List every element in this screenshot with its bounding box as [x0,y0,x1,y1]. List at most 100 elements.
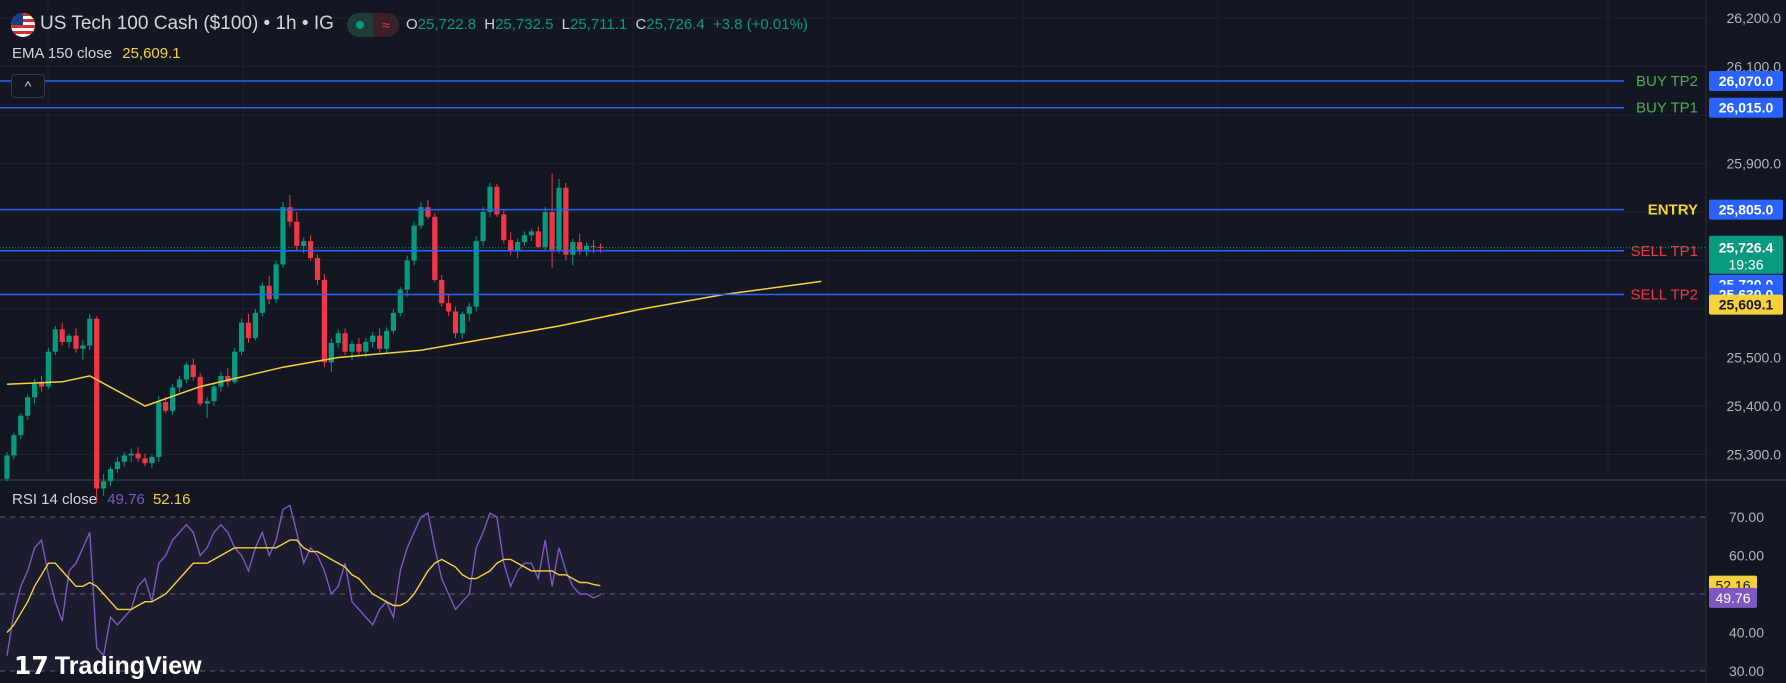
candle-body[interactable] [225,375,231,382]
candle-body[interactable] [107,469,114,482]
candle-body[interactable] [245,322,252,339]
candle-body[interactable] [459,313,465,334]
candle-body[interactable] [190,364,196,377]
candle-body[interactable] [535,231,541,247]
candle-body[interactable] [266,285,272,300]
candle-body[interactable] [314,258,321,280]
rsi-legend[interactable]: RSI 14 close 49.76 52.16 [12,491,190,508]
chevron-up-icon[interactable]: ^ [11,74,45,98]
candle-body[interactable] [301,241,307,246]
candle-body[interactable] [252,312,258,339]
candle-body[interactable] [80,345,86,349]
candle-body[interactable] [170,387,176,411]
candle-body[interactable] [176,379,183,388]
candle-body[interactable] [156,402,162,457]
candle-body[interactable] [321,279,327,363]
candle-body[interactable] [73,335,79,349]
candle-body[interactable] [294,221,300,246]
us-flag-icon [11,13,35,37]
candle-body[interactable] [501,214,507,241]
candle-body[interactable] [515,242,521,251]
candle-body[interactable] [87,318,93,346]
candle-body[interactable] [487,186,493,212]
candle-body[interactable] [363,341,369,352]
rsi-ma-line[interactable] [6,539,601,633]
ema-150-line[interactable] [6,280,822,407]
candle-body[interactable] [114,461,120,470]
candle-body[interactable] [183,364,189,380]
rsi-line[interactable] [6,504,601,658]
candle-body[interactable] [335,333,341,343]
candle-body[interactable] [590,245,597,247]
candle-body[interactable] [563,187,569,255]
symbol-title[interactable]: US Tech 100 Cash ($100) • 1h • IG [40,13,334,34]
rsi-legend-value: 49.76 [107,491,145,508]
candle-body[interactable] [397,289,403,313]
candle-body[interactable] [549,212,555,250]
candle-body[interactable] [452,311,459,334]
candle-body[interactable] [142,458,148,464]
candle-body[interactable] [480,212,486,242]
candle-body[interactable] [287,207,293,222]
candle-body[interactable] [135,453,141,459]
candle-body[interactable] [149,456,155,464]
candle-body[interactable] [377,335,383,349]
candle-body[interactable] [52,329,58,352]
candle-body[interactable] [494,186,500,215]
candle-body[interactable] [425,207,431,217]
candle-body[interactable] [259,285,265,313]
candle-body[interactable] [446,303,452,312]
candle-body[interactable] [101,481,107,489]
candle-body[interactable] [163,402,169,411]
candle-body[interactable] [370,335,376,342]
wave-icon[interactable]: ≈ [373,13,399,37]
indicator-toggle-pill[interactable]: ≈ [347,13,399,37]
candle-body[interactable] [556,187,562,250]
candle-body[interactable] [570,242,576,255]
candle-body[interactable] [542,212,548,247]
candle-body[interactable] [239,322,245,352]
ema-legend[interactable]: EMA 150 close 25,609.1 [12,45,181,62]
candle-body[interactable] [45,351,51,387]
candle-body[interactable] [18,415,24,436]
candle-body[interactable] [508,240,514,251]
candle-body[interactable] [349,343,355,352]
candle-body[interactable] [25,397,31,416]
candle-body[interactable] [383,330,390,349]
candle-body[interactable] [432,216,438,280]
candle-body[interactable] [4,455,10,479]
candle-body[interactable] [232,351,238,382]
candle-body[interactable] [308,241,314,259]
candle-body[interactable] [32,382,38,398]
candle-body[interactable] [439,279,445,304]
close-value: 25,726.4 [646,16,705,33]
candle-body[interactable] [404,260,410,290]
candle-body[interactable] [584,245,590,250]
candle-body[interactable] [66,335,72,342]
candle-body[interactable] [211,386,217,402]
candle-body[interactable] [521,235,528,243]
candle-body[interactable] [473,241,479,307]
candle-body[interactable] [280,207,286,265]
tradingview-logo[interactable]: 𝟭𝟳 TradingView [14,651,202,681]
candle-body[interactable] [38,382,45,387]
candle-body[interactable] [94,318,100,489]
candle-body[interactable] [390,312,396,331]
candle-body[interactable] [342,333,348,352]
candle-body[interactable] [11,435,17,456]
candle-body[interactable] [466,306,472,314]
candle-body[interactable] [273,264,279,300]
candle-body[interactable] [128,453,134,456]
candle-body[interactable] [204,401,210,404]
candle-body[interactable] [356,343,362,352]
candle-body[interactable] [577,242,583,250]
candle-body[interactable] [197,376,203,404]
candle-body[interactable] [328,342,334,363]
candle-body[interactable] [59,329,65,342]
candle-body[interactable] [121,455,127,462]
candle-body[interactable] [418,207,424,226]
candle-body[interactable] [411,225,417,261]
candle-body[interactable] [528,231,534,236]
